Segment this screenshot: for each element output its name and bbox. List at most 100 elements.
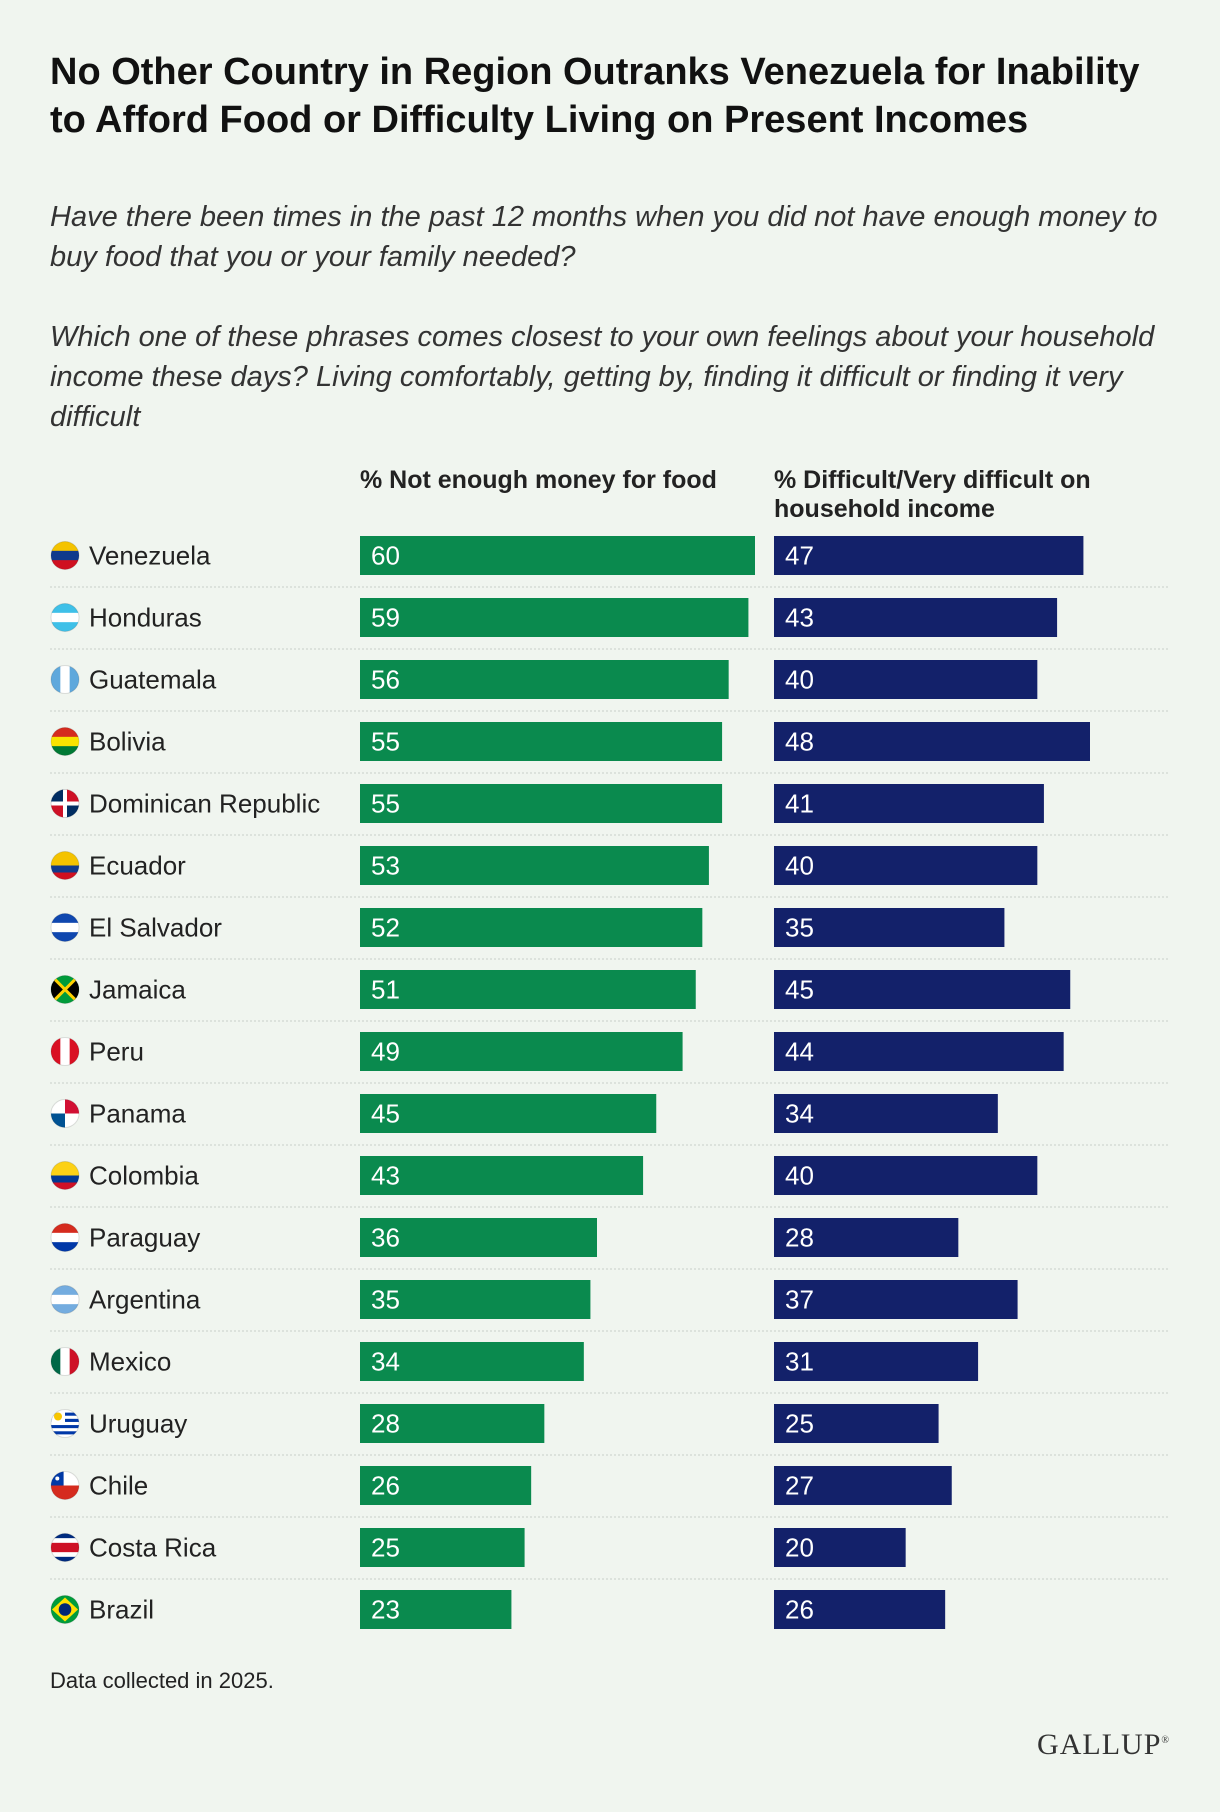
data-label: 34 [785, 1099, 814, 1129]
el-salvador-flag-icon [50, 913, 80, 942]
data-label: 36 [371, 1223, 400, 1253]
bar-food [360, 1280, 591, 1319]
bar-food [360, 1094, 657, 1133]
panama-flag-icon [50, 1099, 80, 1128]
category-label: Panama [89, 1099, 186, 1129]
data-label: 28 [371, 1409, 400, 1439]
data-label: 25 [785, 1409, 814, 1439]
category-label: Brazil [89, 1595, 154, 1625]
dominican-republic-flag-icon [50, 789, 80, 818]
footnote: Data collected in 2025. [50, 1668, 274, 1693]
bar-food [360, 970, 696, 1009]
data-label: 59 [371, 603, 400, 633]
data-label: 45 [785, 975, 814, 1005]
brazil-flag-icon [50, 1595, 80, 1624]
chart-title: No Other Country in Region Outranks Vene… [50, 51, 1140, 141]
category-label: Uruguay [89, 1409, 187, 1439]
data-label: 20 [785, 1533, 814, 1563]
chart-row: Peru 49 44 [50, 1032, 1168, 1084]
ecuador-flag-icon [50, 851, 80, 880]
bar-food [360, 722, 723, 761]
bar-income [774, 1590, 946, 1629]
bar-income [774, 1404, 939, 1443]
data-label: 35 [371, 1285, 400, 1315]
chart-subtitle-question-1: Have there been times in the past 12 mon… [50, 201, 1158, 273]
data-label: 26 [785, 1595, 814, 1625]
data-label: 49 [371, 1037, 400, 1067]
bar-income [774, 846, 1038, 885]
uruguay-flag-icon [50, 1409, 80, 1438]
data-label: 26 [371, 1471, 400, 1501]
bar-income [774, 1218, 959, 1257]
chart-row: Guatemala 56 40 [50, 660, 1168, 712]
bar-food [360, 1032, 683, 1071]
bar-food [360, 1156, 644, 1195]
data-label: 43 [371, 1161, 400, 1191]
data-label: 31 [785, 1347, 814, 1377]
data-label: 47 [785, 541, 814, 571]
data-label: 43 [785, 603, 814, 633]
honduras-flag-icon [50, 603, 80, 632]
chart-row: Ecuador 53 40 [50, 846, 1168, 898]
costa-rica-flag-icon [50, 1533, 80, 1562]
chart-row: El Salvador 52 35 [50, 908, 1168, 960]
category-label: Paraguay [89, 1223, 200, 1253]
data-label: 53 [371, 851, 400, 881]
category-label: Dominican Republic [89, 789, 320, 819]
chart-row: Venezuela 60 47 [50, 536, 1168, 588]
bar-income [774, 1528, 906, 1567]
bar-food [360, 1342, 584, 1381]
data-label: 52 [371, 913, 400, 943]
paraguay-flag-icon [50, 1223, 80, 1252]
category-label: Argentina [89, 1285, 201, 1315]
bar-income [774, 1466, 952, 1505]
data-label: 40 [785, 665, 814, 695]
data-label: 60 [371, 541, 400, 571]
category-label: Chile [89, 1471, 148, 1501]
chart-row: Panama 45 34 [50, 1094, 1168, 1146]
bar-income [774, 660, 1038, 699]
bar-income [774, 1280, 1018, 1319]
data-label: 35 [785, 913, 814, 943]
bolivia-flag-icon [50, 727, 80, 756]
bar-food [360, 1218, 597, 1257]
chart-row: Costa Rica 25 20 [50, 1528, 1168, 1580]
column-header-income: % Difficult/Very difficult on household … [774, 466, 1091, 523]
venezuela-flag-icon [50, 541, 80, 570]
data-label: 25 [371, 1533, 400, 1563]
category-label: Guatemala [89, 665, 217, 695]
chart-row: Honduras 59 43 [50, 598, 1168, 650]
data-label: 37 [785, 1285, 814, 1315]
chart-row: Brazil 23 26 [50, 1590, 946, 1629]
data-label: 48 [785, 727, 814, 757]
chart-row: Dominican Republic 55 41 [50, 784, 1168, 836]
data-label: 44 [785, 1037, 814, 1067]
chart-row: Colombia 43 40 [50, 1156, 1168, 1208]
category-label: Honduras [89, 603, 202, 633]
chart-row: Paraguay 36 28 [50, 1218, 1168, 1270]
chart-row: Argentina 35 37 [50, 1280, 1168, 1332]
bar-food [360, 846, 709, 885]
category-label: El Salvador [89, 913, 222, 943]
guatemala-flag-icon [50, 665, 80, 694]
category-label: Jamaica [89, 975, 186, 1005]
category-label: Bolivia [89, 727, 166, 757]
bar-income [774, 722, 1090, 761]
bar-income [774, 1094, 998, 1133]
bar-income [774, 908, 1005, 947]
data-label: 51 [371, 975, 400, 1005]
chart-subtitle-question-2: Which one of these phrases comes closest… [50, 321, 1155, 433]
category-label: Colombia [89, 1161, 199, 1191]
bar-food [360, 1404, 545, 1443]
data-label: 40 [785, 851, 814, 881]
gallup-logo: GALLUP® [1037, 1728, 1170, 1761]
data-label: 27 [785, 1471, 814, 1501]
colombia-flag-icon [50, 1161, 80, 1190]
bar-food [360, 598, 749, 637]
chile-flag-icon [50, 1471, 80, 1500]
data-label: 40 [785, 1161, 814, 1191]
jamaica-flag-icon [50, 975, 80, 1004]
bar-income [774, 1156, 1038, 1195]
chart-row: Chile 26 27 [50, 1466, 1168, 1518]
data-label: 55 [371, 727, 400, 757]
